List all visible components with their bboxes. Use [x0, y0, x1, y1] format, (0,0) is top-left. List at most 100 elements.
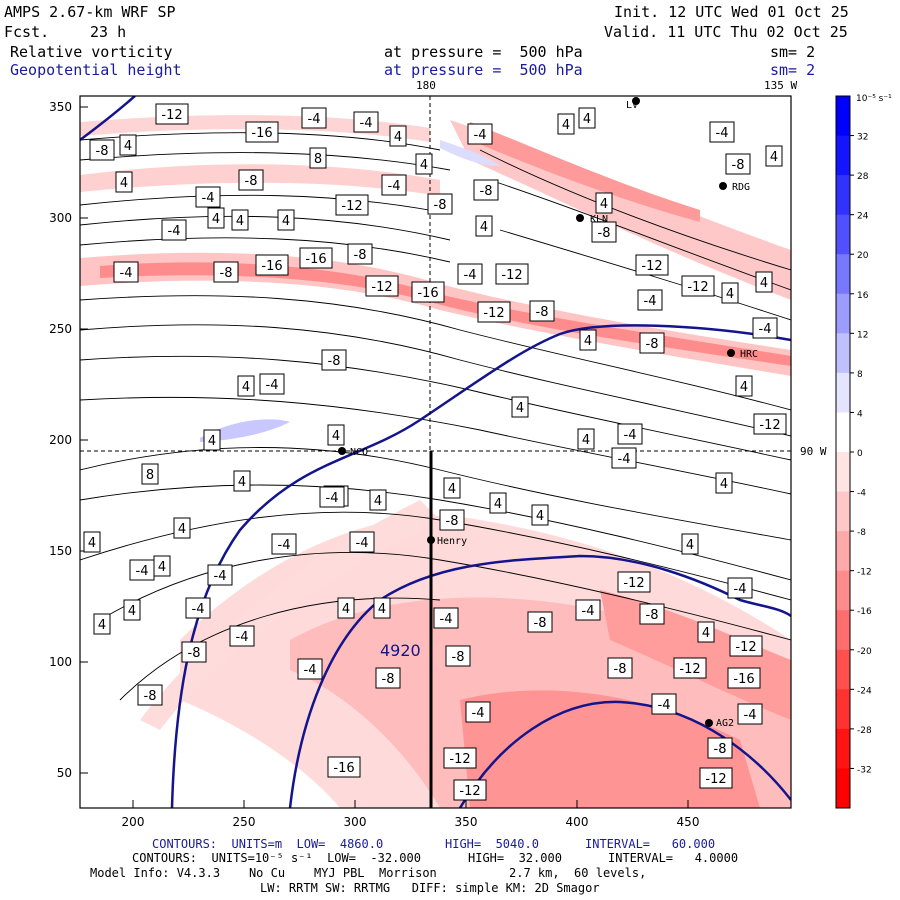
vorticity-label-box [591, 221, 617, 243]
vorticity-label: 4 [332, 429, 340, 444]
colorbar-segment [836, 610, 850, 651]
vorticity-label-box [709, 121, 735, 143]
vorticity-label-box [231, 209, 249, 231]
vorticity-label: 4 [562, 118, 570, 133]
vorticity-label-box [321, 349, 347, 371]
vorticity-label: 4 [88, 536, 96, 551]
y-tick-label: 50 [57, 766, 72, 780]
vorticity-label-box [369, 489, 387, 511]
colorbar-segment [836, 175, 850, 216]
vorticity-label: -8 [220, 266, 233, 281]
vorticity-label-box [511, 396, 529, 418]
vorticity-label: 4 [212, 212, 220, 227]
vorticity-label: 4 [420, 158, 428, 173]
vorticity-label-box [477, 301, 511, 323]
station-label-NCO: NCO [350, 447, 368, 458]
footer-vort-contours: CONTOURS: UNITS=10⁻⁵ s⁻¹ LOW= -32.000 [132, 851, 421, 865]
colorbar-level-label: -16 [857, 607, 872, 617]
colorbar-segment [836, 491, 850, 532]
vorticity-label: -8 [434, 198, 447, 213]
vorticity-label-box [181, 641, 207, 663]
vorticity-label: -4 [440, 612, 453, 627]
footer-height-high: HIGH= 5040.0 [445, 837, 539, 851]
vorticity-contour-labels: -44-4-44-8-4444-484-84-4-8-84-84-4-1244-… [83, 103, 787, 801]
vorticity-label: -8 [646, 608, 659, 623]
vorticity-label: -4 [658, 698, 671, 713]
vorticity-label-box [473, 179, 499, 201]
vorticity-label: 4 [760, 276, 768, 291]
vorticity-label-box [457, 263, 483, 285]
vorticity-label-box [229, 625, 255, 647]
vorticity-label-box [707, 737, 733, 759]
vorticity-label-box [195, 186, 221, 208]
vorticity-label-box [373, 597, 391, 619]
field2-smoothing: sm= 2 [770, 61, 816, 79]
colorbar-level-label: -8 [857, 528, 866, 538]
vorticity-label-box [161, 219, 187, 241]
vorticity-label: 4 [120, 176, 128, 191]
vorticity-label: -12 [679, 662, 700, 677]
vorticity-label: -4 [202, 191, 215, 206]
meridian-90w-label: 90 W [800, 445, 827, 458]
colorbar-segment [836, 412, 850, 453]
vorticity-label-box [203, 429, 221, 451]
vorticity-label-box [277, 209, 295, 231]
vorticity-label-box [173, 517, 191, 539]
vorticity-label-box [411, 281, 445, 303]
vorticity-label-box [617, 571, 651, 593]
vorticity-label: -4 [326, 491, 339, 506]
vorticity-label-box [141, 463, 159, 485]
station-dot-RDG [719, 182, 727, 190]
vorticity-label-box [319, 486, 345, 508]
vorticity-label-box [213, 261, 239, 283]
colorbar-level-label: 8 [857, 370, 863, 380]
vorticity-label-box [557, 113, 575, 135]
vorticity-label: -16 [261, 259, 282, 274]
station-dot-HRC [727, 349, 735, 357]
vorticity-label-box [617, 423, 643, 445]
vorticity-label-box [119, 134, 137, 156]
vorticity-label-box [727, 667, 761, 689]
vorticity-label: 4 [583, 112, 591, 127]
colorbar-level-label: 28 [857, 172, 869, 182]
vorticity-label-box [607, 657, 633, 679]
colorbar-level-label: -12 [857, 568, 872, 578]
vorticity-label: -12 [641, 259, 662, 274]
vorticity-label-box [381, 174, 407, 196]
valid-time: Valid. 11 UTC Thu 02 Oct 25 [604, 23, 848, 41]
vorticity-label: -4 [278, 538, 291, 553]
vorticity-label: -8 [328, 354, 341, 369]
vorticity-label: -4 [582, 604, 595, 619]
vorticity-label: -4 [644, 294, 657, 309]
vorticity-label: 4 [494, 497, 502, 512]
init-time: Init. 12 UTC Wed 01 Oct 25 [614, 3, 849, 21]
vorticity-label: 4 [128, 604, 136, 619]
y-tick-label: 150 [49, 544, 72, 558]
vort-band-jet [80, 252, 791, 376]
vorticity-label: 8 [314, 152, 322, 167]
colorbar-level-label: 24 [857, 212, 869, 222]
vorticity-label-box [475, 215, 493, 237]
vorticity-label-box [123, 599, 141, 621]
vorticity-label: -12 [501, 268, 522, 283]
model-title: AMPS 2.67-km WRF SP [4, 3, 176, 21]
y-tick-label: 100 [49, 655, 72, 669]
colorbar-segment [836, 768, 850, 809]
vorticity-label-box [755, 271, 773, 293]
vorticity-label-box [443, 477, 461, 499]
vorticity-label-box [155, 103, 189, 125]
field1-smoothing: sm= 2 [770, 43, 816, 61]
vorticity-label-box [185, 597, 211, 619]
y-tick-label: 200 [49, 433, 72, 447]
vorticity-label-box [93, 613, 111, 635]
vorticity-label: -4 [472, 706, 485, 721]
vorticity-label: -12 [341, 199, 362, 214]
vorticity-label-box [347, 243, 373, 265]
vorticity-label-box [595, 192, 613, 214]
vorticity-label-box [113, 261, 139, 283]
vorticity-label-box [721, 282, 739, 304]
vorticity-label: 4 [702, 626, 710, 641]
vorticity-label: 4 [584, 334, 592, 349]
vorticity-label-box [639, 332, 665, 354]
vorticity-label-box [327, 424, 345, 446]
